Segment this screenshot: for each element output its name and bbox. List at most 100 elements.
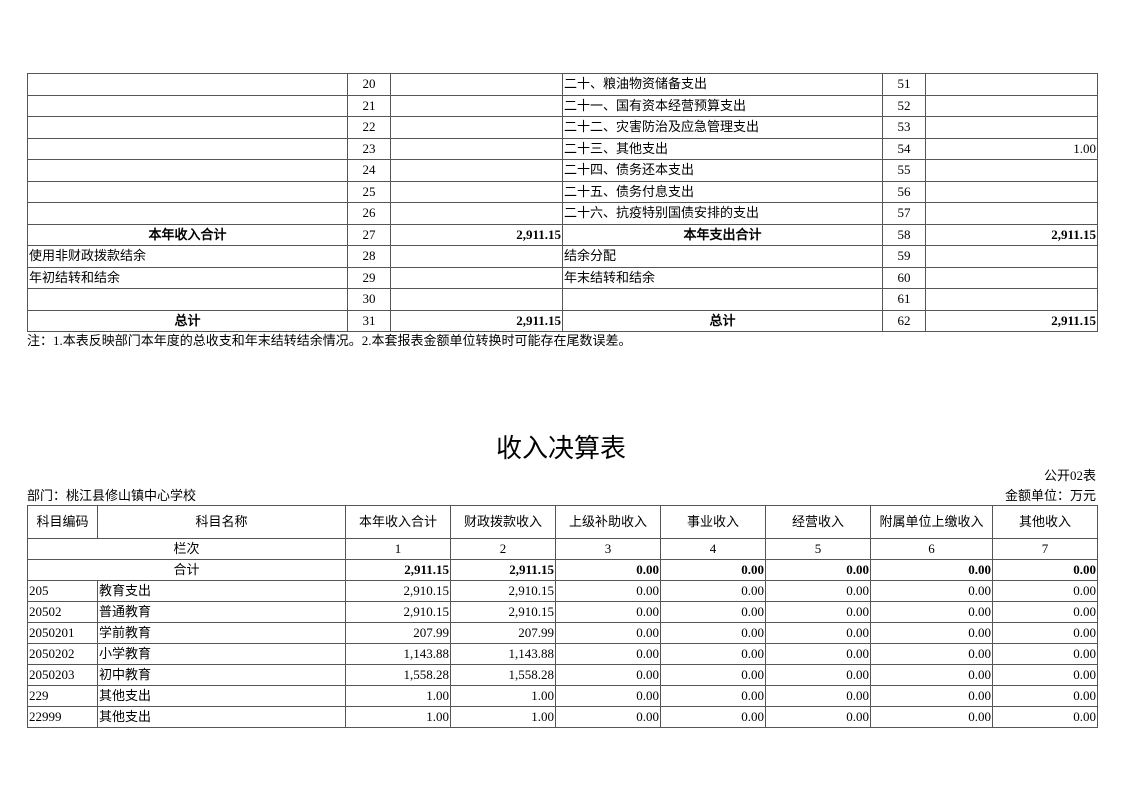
amount-cell: 0.00 — [992, 685, 1098, 707]
row-number: 29 — [347, 266, 391, 289]
subject-name: 初中教育 — [97, 664, 346, 686]
table-row: 24 二十四、债务还本支出 55 — [27, 159, 1098, 182]
amount-cell: 207.99 — [450, 622, 556, 644]
expenditure-item-label — [562, 288, 883, 311]
amount-cell: 0.00 — [870, 706, 993, 728]
column-header: 财政拨款收入 — [450, 505, 556, 539]
total-value: 2,911.15 — [345, 559, 451, 581]
column-index: 2 — [450, 538, 556, 560]
column-index-label: 栏次 — [27, 538, 346, 560]
form-number: 公开02表 — [1043, 468, 1096, 483]
expenditure-item-label: 二十三、其他支出 — [562, 137, 883, 160]
row-number: 25 — [347, 180, 391, 203]
amount-cell: 1,143.88 — [345, 643, 451, 665]
subject-name: 其他支出 — [97, 685, 346, 707]
expenditure-item-label: 二十六、抗疫特别国债安排的支出 — [562, 202, 883, 225]
expenditure-amount: 1.00 — [925, 137, 1098, 160]
table-row: 2050201 学前教育 207.99 207.99 0.00 0.00 0.00 0.00 0… — [27, 622, 1098, 644]
row-number: 22 — [347, 116, 391, 139]
amount-cell: 0.00 — [555, 643, 661, 665]
income-amount — [390, 266, 563, 289]
total-value: 0.00 — [992, 559, 1098, 581]
amount-cell: 0.00 — [660, 685, 766, 707]
total-label: 合计 — [27, 559, 346, 581]
expenditure-amount — [925, 288, 1098, 311]
amount-cell: 0.00 — [555, 601, 661, 623]
row-number: 59 — [882, 245, 926, 268]
income-amount: 2,911.15 — [390, 223, 563, 246]
row-number: 55 — [882, 159, 926, 182]
row-number: 53 — [882, 116, 926, 139]
expenditure-item-label: 二十四、债务还本支出 — [562, 159, 883, 182]
expenditure-amount — [925, 202, 1098, 225]
income-amount — [390, 159, 563, 182]
row-number: 23 — [347, 137, 391, 160]
total-value: 0.00 — [765, 559, 871, 581]
amount-cell: 0.00 — [765, 706, 871, 728]
income-amount — [390, 94, 563, 117]
column-header: 科目名称 — [97, 505, 346, 539]
amount-cell: 0.00 — [765, 580, 871, 602]
row-number: 57 — [882, 202, 926, 225]
income-amount — [390, 245, 563, 268]
subject-code: 22999 — [27, 706, 98, 728]
column-header: 事业收入 — [660, 505, 766, 539]
row-number: 26 — [347, 202, 391, 225]
income-item-label — [27, 202, 348, 225]
table-row: 25 二十五、债务付息支出 56 — [27, 180, 1098, 203]
amount-cell: 0.00 — [992, 601, 1098, 623]
income-table: 科目编码 科目名称 本年收入合计 财政拨款收入 上级补助收入 事业收入 经营收入 附属单位上缴… — [27, 505, 1098, 728]
expenditure-item-label: 结余分配 — [562, 245, 883, 268]
income-amount — [390, 288, 563, 311]
amount-cell: 0.00 — [660, 706, 766, 728]
total-value: 0.00 — [870, 559, 993, 581]
expenditure-amount: 2,911.15 — [925, 309, 1098, 332]
row-number: 31 — [347, 309, 391, 332]
table-row: 30 61 — [27, 288, 1098, 311]
header-row: 科目编码 科目名称 本年收入合计 财政拨款收入 上级补助收入 事业收入 经营收入 附属单位上缴… — [27, 505, 1098, 539]
subject-name: 其他支出 — [97, 706, 346, 728]
amount-cell: 0.00 — [660, 664, 766, 686]
amount-cell: 0.00 — [765, 643, 871, 665]
amount-cell: 0.00 — [870, 685, 993, 707]
income-amount — [390, 202, 563, 225]
amount-cell: 0.00 — [870, 622, 993, 644]
subject-code: 229 — [27, 685, 98, 707]
income-item-label — [27, 180, 348, 203]
expenditure-item-label: 二十一、国有资本经营预算支出 — [562, 94, 883, 117]
page-title: 收入决算表 — [495, 434, 626, 463]
amount-cell: 2,910.15 — [345, 580, 451, 602]
column-header: 上级补助收入 — [555, 505, 661, 539]
row-number: 51 — [882, 73, 926, 96]
column-index: 4 — [660, 538, 766, 560]
expenditure-item-label: 二十二、灾害防治及应急管理支出 — [562, 116, 883, 139]
amount-cell: 0.00 — [555, 664, 661, 686]
income-item-label: 本年收入合计 — [27, 223, 348, 246]
amount-cell: 0.00 — [660, 580, 766, 602]
total-value: 0.00 — [660, 559, 766, 581]
income-item-label — [27, 137, 348, 160]
amount-cell: 0.00 — [765, 664, 871, 686]
column-header: 经营收入 — [765, 505, 871, 539]
subject-name: 普通教育 — [97, 601, 346, 623]
subject-code: 2050202 — [27, 643, 98, 665]
income-item-label: 年初结转和结余 — [27, 266, 348, 289]
row-number: 20 — [347, 73, 391, 96]
expenditure-amount — [925, 159, 1098, 182]
row-number: 52 — [882, 94, 926, 117]
amount-cell: 0.00 — [660, 622, 766, 644]
amount-cell: 0.00 — [660, 601, 766, 623]
table-row: 年初结转和结余 29 年末结转和结余 60 — [27, 266, 1098, 289]
row-number: 27 — [347, 223, 391, 246]
amount-cell: 2,910.15 — [450, 580, 556, 602]
expenditure-item-label: 年末结转和结余 — [562, 266, 883, 289]
income-item-label — [27, 116, 348, 139]
subject-code: 2050201 — [27, 622, 98, 644]
income-item-label — [27, 159, 348, 182]
total-value: 0.00 — [555, 559, 661, 581]
amount-cell: 0.00 — [660, 643, 766, 665]
column-header: 本年收入合计 — [345, 505, 451, 539]
income-amount — [390, 73, 563, 96]
amount-cell: 0.00 — [992, 664, 1098, 686]
